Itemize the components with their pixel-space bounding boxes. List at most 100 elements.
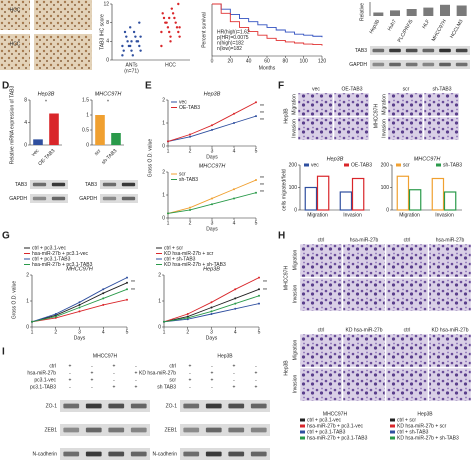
axis-label: cells migrated/field <box>281 169 287 211</box>
x-tick-label: 5 <box>255 220 258 226</box>
legend-label: ctrl + scr <box>397 417 416 423</box>
blot-band <box>85 427 102 433</box>
x-tick-label: 2 <box>189 148 192 154</box>
axis-label: Invasion <box>292 284 298 303</box>
axis-label: MHCC97H <box>283 266 289 291</box>
legend-label: hsa-miR-27b + pc3.1-vec <box>32 251 88 257</box>
point <box>121 44 124 48</box>
protein-label: ZO-1 <box>46 403 58 409</box>
blot-band <box>422 62 435 67</box>
micrograph <box>297 116 334 141</box>
micrograph <box>299 277 343 312</box>
stat-text: n(high)=182 <box>217 40 244 46</box>
protein-label: GAPDH <box>349 62 367 68</box>
micrograph <box>385 333 429 368</box>
y-tick-label: 0 <box>106 57 109 63</box>
point <box>167 140 169 143</box>
legend-label: KD hsa-miR-27b + sh-TAB3 <box>164 262 226 268</box>
legend-label: vec <box>179 99 187 105</box>
y-tick-label: 2 <box>162 169 165 175</box>
sign: - <box>233 370 235 376</box>
y-tick-label: 1 <box>162 192 165 198</box>
blot-band <box>439 48 451 53</box>
blot-band <box>405 62 418 67</box>
point <box>210 313 213 315</box>
point <box>211 203 213 206</box>
x-tick-label: 4 <box>233 220 236 226</box>
point <box>129 26 132 29</box>
legend-swatch <box>344 163 349 167</box>
x-tick-label: 20 <box>228 58 234 64</box>
legend-label: hsa-miR-27b + pc3.1-TAB3 <box>307 435 368 441</box>
blot-strip <box>180 400 270 412</box>
sign: - <box>91 363 93 369</box>
y-tick-label: 200 <box>289 162 298 168</box>
point <box>102 292 105 295</box>
x-tick-label: sh-TAB3 <box>101 148 119 166</box>
group-title: Hep3B <box>417 411 433 417</box>
legend-swatch <box>390 436 395 440</box>
axis-label: TAB3 IHC score <box>99 14 105 50</box>
panel-label: F <box>278 81 284 92</box>
significance: ** <box>131 288 135 294</box>
chart-title: Hep3B <box>203 266 220 272</box>
sign: + <box>135 384 138 390</box>
bar <box>111 133 121 145</box>
axis-label: Days <box>206 226 218 232</box>
legend-swatch <box>300 430 305 434</box>
bar <box>406 9 417 16</box>
sign: - <box>233 377 235 383</box>
blot-strip <box>180 424 270 436</box>
sign: + <box>91 377 94 383</box>
column-label: sh-TAB3 <box>432 86 451 92</box>
point <box>234 302 237 305</box>
legend-label: hsa-miR-27b + pc3.1-TAB3 <box>32 262 93 268</box>
row-label: hsa-miR-27b <box>27 370 56 376</box>
y-tick-label: 0 <box>386 207 389 213</box>
point <box>255 191 257 194</box>
y-tick-label: 4 <box>106 39 109 45</box>
lane-label: MHCC97H <box>431 18 448 42</box>
significance: * <box>107 99 109 105</box>
y-tick-label: 0 <box>162 215 165 221</box>
bar <box>396 175 410 211</box>
significance: ** <box>260 111 264 117</box>
blot-band <box>439 62 451 67</box>
sign: + <box>189 363 192 369</box>
point <box>171 12 175 15</box>
axis-label: Gross O.D. value <box>147 139 153 178</box>
micrograph <box>297 92 334 117</box>
y-tick-label: 0 <box>26 324 29 330</box>
point <box>169 40 172 43</box>
chart-title: MHCC97H <box>414 156 441 162</box>
point <box>175 26 179 29</box>
label: HCC <box>10 41 21 47</box>
axis-label: Relative mRNA expression of TAB3 <box>9 86 15 165</box>
sign: + <box>211 377 214 383</box>
x-tick-label: 4 <box>233 148 236 154</box>
y-tick-label: 8 <box>106 20 109 26</box>
point <box>189 133 191 136</box>
sign: - <box>211 363 213 369</box>
protein-label: N-cadherin <box>33 451 58 457</box>
blot-band <box>372 48 385 53</box>
bar <box>33 139 43 145</box>
point <box>78 310 81 313</box>
point <box>178 26 181 29</box>
blot-band <box>85 451 102 457</box>
point <box>189 208 191 211</box>
y-tick-label: 1 <box>158 298 161 304</box>
sign: - <box>189 384 191 390</box>
protein-label: N-cadherin <box>153 451 178 457</box>
axis-label: Invasion <box>381 119 387 138</box>
blot-band <box>130 451 147 457</box>
blot-band <box>108 427 125 433</box>
y-tick-label: 1 <box>26 298 29 304</box>
point <box>170 7 173 10</box>
group-title: Hep3B <box>217 353 233 359</box>
ihc-image <box>0 34 30 70</box>
x-tick-label: OE-TAB3 <box>37 148 56 167</box>
point <box>134 35 137 38</box>
legend-label: scr <box>179 171 186 177</box>
